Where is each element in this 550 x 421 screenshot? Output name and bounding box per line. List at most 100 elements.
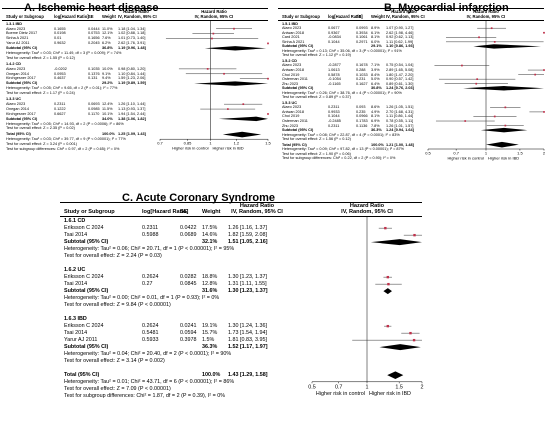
study-se: 0.3978 <box>180 337 197 343</box>
overall-effect-text: Test for overall effect: Z = 1.12 (P = 0… <box>282 53 351 58</box>
subtotal-label: Subtotal (95% CI) <box>6 81 38 86</box>
study-loghr: 0.5878 <box>328 72 340 77</box>
study-se: 0.093 <box>356 105 366 110</box>
study-loghr: 0.2311 <box>328 105 340 110</box>
study-name: Alaeo 2023 <box>6 101 26 106</box>
study-loghr: 0.5481 <box>142 330 159 336</box>
panel-label: C. <box>122 192 136 204</box>
study-hr-ci: 0.90 [0.57, 1.42] <box>386 77 414 82</box>
study-se: 0.288 <box>356 68 366 72</box>
point-estimate <box>475 82 478 85</box>
study-name: Osterman 2011 <box>282 77 308 82</box>
study-loghr: 0.9632 <box>54 41 66 46</box>
point-estimate <box>476 78 479 81</box>
x-tick-label: 1.5 <box>517 151 523 156</box>
study-se: 0.1033 <box>356 72 368 77</box>
overall-effect-text: Test for overall effect: Z = 9.84 (P < 0… <box>64 302 171 308</box>
study-name: Eriksson C 2024 <box>64 274 104 280</box>
study-name: Eriksson C 2024 <box>64 323 104 329</box>
total-label: Total (95% CI) <box>282 142 307 147</box>
study-loghr: 1.0613 <box>328 68 340 72</box>
study-name: Zhu 2023 <box>282 123 299 128</box>
header-top-rule <box>278 8 544 10</box>
study-loghr: -0.1165 <box>328 81 341 86</box>
header-hr-title: Hazard Ratio <box>123 9 149 15</box>
header-study: Study or Subgroup <box>64 209 115 215</box>
panel-label: A. <box>24 2 39 14</box>
study-se: 0.1061 <box>356 35 368 40</box>
heterogeneity-text: Heterogeneity: Tau² = 0.06; Chi² = 20.71… <box>64 246 235 252</box>
study-hr-ci: 2.62 [1.76, 3.91] <box>118 41 146 46</box>
panel-title-text: Acute Coronary Syndrome <box>135 192 276 204</box>
subtotal-hr-ci: 1.52 [1.17, 1.97] <box>228 344 268 350</box>
subgroup-heading: 1.4.2 CD <box>6 61 21 66</box>
study-loghr: 0.1655 <box>54 26 66 31</box>
study-name: Eriksson C 2024 <box>64 225 104 231</box>
study-weight: 19.1% <box>202 323 218 329</box>
study-weight: 8.9% <box>371 26 380 31</box>
study-se: 0.235 <box>356 109 366 114</box>
study-hr-ci: 1.18 [1.04, 1.34] <box>118 26 146 31</box>
subtotal-weight: 36.3% <box>371 128 382 133</box>
point-estimate <box>413 233 416 237</box>
study-weight: 3.9% <box>371 68 380 72</box>
study-weight: 11.0% <box>102 26 113 31</box>
study-name: Boeme Dietz 2017 <box>6 31 38 36</box>
panel-title: C. Acute Coronary Syndrome <box>122 192 275 204</box>
axis-left-label: Higher risk in control <box>448 156 485 161</box>
study-name: Sinha A 2021 <box>6 36 29 41</box>
panel-title: A. Ischemic heart disease <box>24 2 159 14</box>
total-hr-ci: 1.25 [1.09, 1.43] <box>118 132 146 137</box>
study-weight: 12.1% <box>102 31 113 36</box>
study-name: Aniwan 2018 <box>282 68 304 72</box>
point-estimate <box>504 106 507 109</box>
header-se: SE <box>356 14 362 19</box>
study-weight: 7.1% <box>371 63 380 68</box>
study-name: Osterman 2011 <box>282 118 308 123</box>
subtotal-diamond <box>480 127 528 133</box>
x-tick-label: 0.85 <box>184 141 193 146</box>
point-estimate <box>461 64 463 67</box>
header-bottom-rule <box>2 19 268 21</box>
study-hr-ci: 1.26 [1.10, 1.44] <box>118 101 146 106</box>
study-se: 0.0993 <box>356 26 368 31</box>
point-estimate <box>409 331 412 335</box>
study-hr-ci: 0.98 [0.80, 1.20] <box>118 66 146 71</box>
study-weight: 7.8% <box>371 123 380 128</box>
study-loghr: 0.6627 <box>54 111 66 116</box>
study-name: Alaeo 2023 <box>282 63 302 68</box>
study-loghr: 0.1044 <box>328 114 340 119</box>
heterogeneity-text: Heterogeneity: Tau² = 0.13; Chi² = 35.06… <box>282 48 402 53</box>
study-se: 0.1656 <box>88 36 100 41</box>
total-hr-ci: 1.21 [1.00, 1.48] <box>386 142 414 147</box>
subtotal-hr-ci: 1.19 [0.96, 1.48] <box>118 46 146 51</box>
header-top-rule <box>60 202 422 203</box>
study-se: 0.1678 <box>356 63 368 68</box>
study-weight: 18.8% <box>202 274 218 280</box>
axis-right-label: Higher risk in IBD <box>369 391 411 397</box>
study-loghr: 0.2624 <box>142 274 159 280</box>
point-estimate <box>534 73 537 76</box>
overall-effect-text: Test for overall effect: Z = 1.17 (P = 0… <box>6 91 75 96</box>
point-estimate <box>384 226 387 230</box>
subtotal-label: Subtotal (95% CI) <box>282 86 314 91</box>
heterogeneity-text: Heterogeneity: Tau² = 0.05; Chi² = 9.65,… <box>6 86 118 91</box>
study-hr-ci: 1.31 [1.11, 1.55] <box>228 281 267 287</box>
study-loghr: 0.2624 <box>142 323 159 329</box>
study-loghr: 0.01 <box>54 36 62 41</box>
point-estimate <box>223 72 225 75</box>
study-hr-ci: 1.80 [1.47, 2.20] <box>386 72 414 77</box>
panel-title-text: Ischemic heart disease <box>38 2 159 14</box>
total-effect-text: Test for overall effect: Z = 3.24 (P = 0… <box>6 142 77 147</box>
point-estimate <box>412 338 416 342</box>
panel-title: B. Myocardial infarction <box>384 2 509 14</box>
study-loghr: 0.2311 <box>54 101 66 106</box>
study-hr-ci: 2.70 [1.68, 4.31] <box>386 109 414 114</box>
study-name: Yarur AJ 2011 <box>6 41 30 46</box>
study-weight: 6.4% <box>371 81 380 86</box>
header-weight: Weight <box>202 209 221 215</box>
subtotal-diamond <box>463 86 544 91</box>
header-hr-title: Hazard Ratio <box>391 9 417 15</box>
study-se: 0.1170 <box>88 111 100 116</box>
header-hr-ci: IV, Random, 95% CI <box>231 209 283 215</box>
